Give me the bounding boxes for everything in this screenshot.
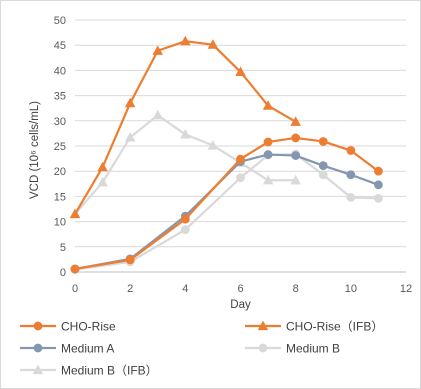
y-axis-title: VCD (10⁶ cells/mL) [29, 101, 41, 199]
data-point [374, 167, 382, 175]
legend-label: Medium B [286, 342, 340, 356]
data-point [181, 226, 189, 234]
data-point [347, 147, 355, 155]
x-tick-label: 0 [72, 283, 78, 295]
y-tick-label: 0 [60, 267, 66, 279]
y-tick-label: 25 [54, 141, 66, 153]
x-tick-label: 10 [345, 283, 357, 295]
legend-marker [259, 344, 267, 352]
y-tick-label: 15 [54, 191, 66, 203]
data-point [374, 181, 382, 189]
data-point [374, 194, 382, 202]
data-point [347, 193, 355, 201]
y-tick-label: 20 [54, 166, 66, 178]
y-tick-label: 40 [54, 65, 66, 77]
data-point [292, 152, 300, 160]
x-tick-label: 6 [237, 283, 243, 295]
x-tick-label: 12 [400, 283, 412, 295]
x-tick-label: 2 [127, 283, 133, 295]
legend-label: Medium B（IFB） [61, 364, 158, 378]
y-tick-label: 35 [54, 91, 66, 103]
data-point [319, 171, 327, 179]
y-tick-label: 10 [54, 217, 66, 229]
y-tick-label: 50 [54, 15, 66, 27]
x-axis-title: Day [230, 299, 251, 311]
x-tick-label: 4 [182, 283, 188, 295]
data-point [292, 134, 300, 142]
legend-marker [34, 322, 42, 330]
y-tick-label: 30 [54, 116, 66, 128]
data-point [347, 171, 355, 179]
data-point [319, 137, 327, 145]
y-tick-label: 45 [54, 40, 66, 52]
legend-label: CHO-Rise [61, 320, 116, 334]
data-point [237, 174, 245, 182]
x-tick-label: 8 [293, 283, 299, 295]
legend-label: CHO-Rise（IFB） [286, 320, 383, 334]
data-point [237, 155, 245, 163]
data-point [181, 215, 189, 223]
data-point [71, 265, 79, 273]
data-point [319, 162, 327, 170]
data-point [126, 256, 134, 264]
legend-label: Medium A [61, 342, 114, 356]
legend-marker [34, 344, 42, 352]
data-point [264, 138, 272, 146]
y-tick-label: 5 [60, 242, 66, 254]
data-point [264, 151, 272, 159]
